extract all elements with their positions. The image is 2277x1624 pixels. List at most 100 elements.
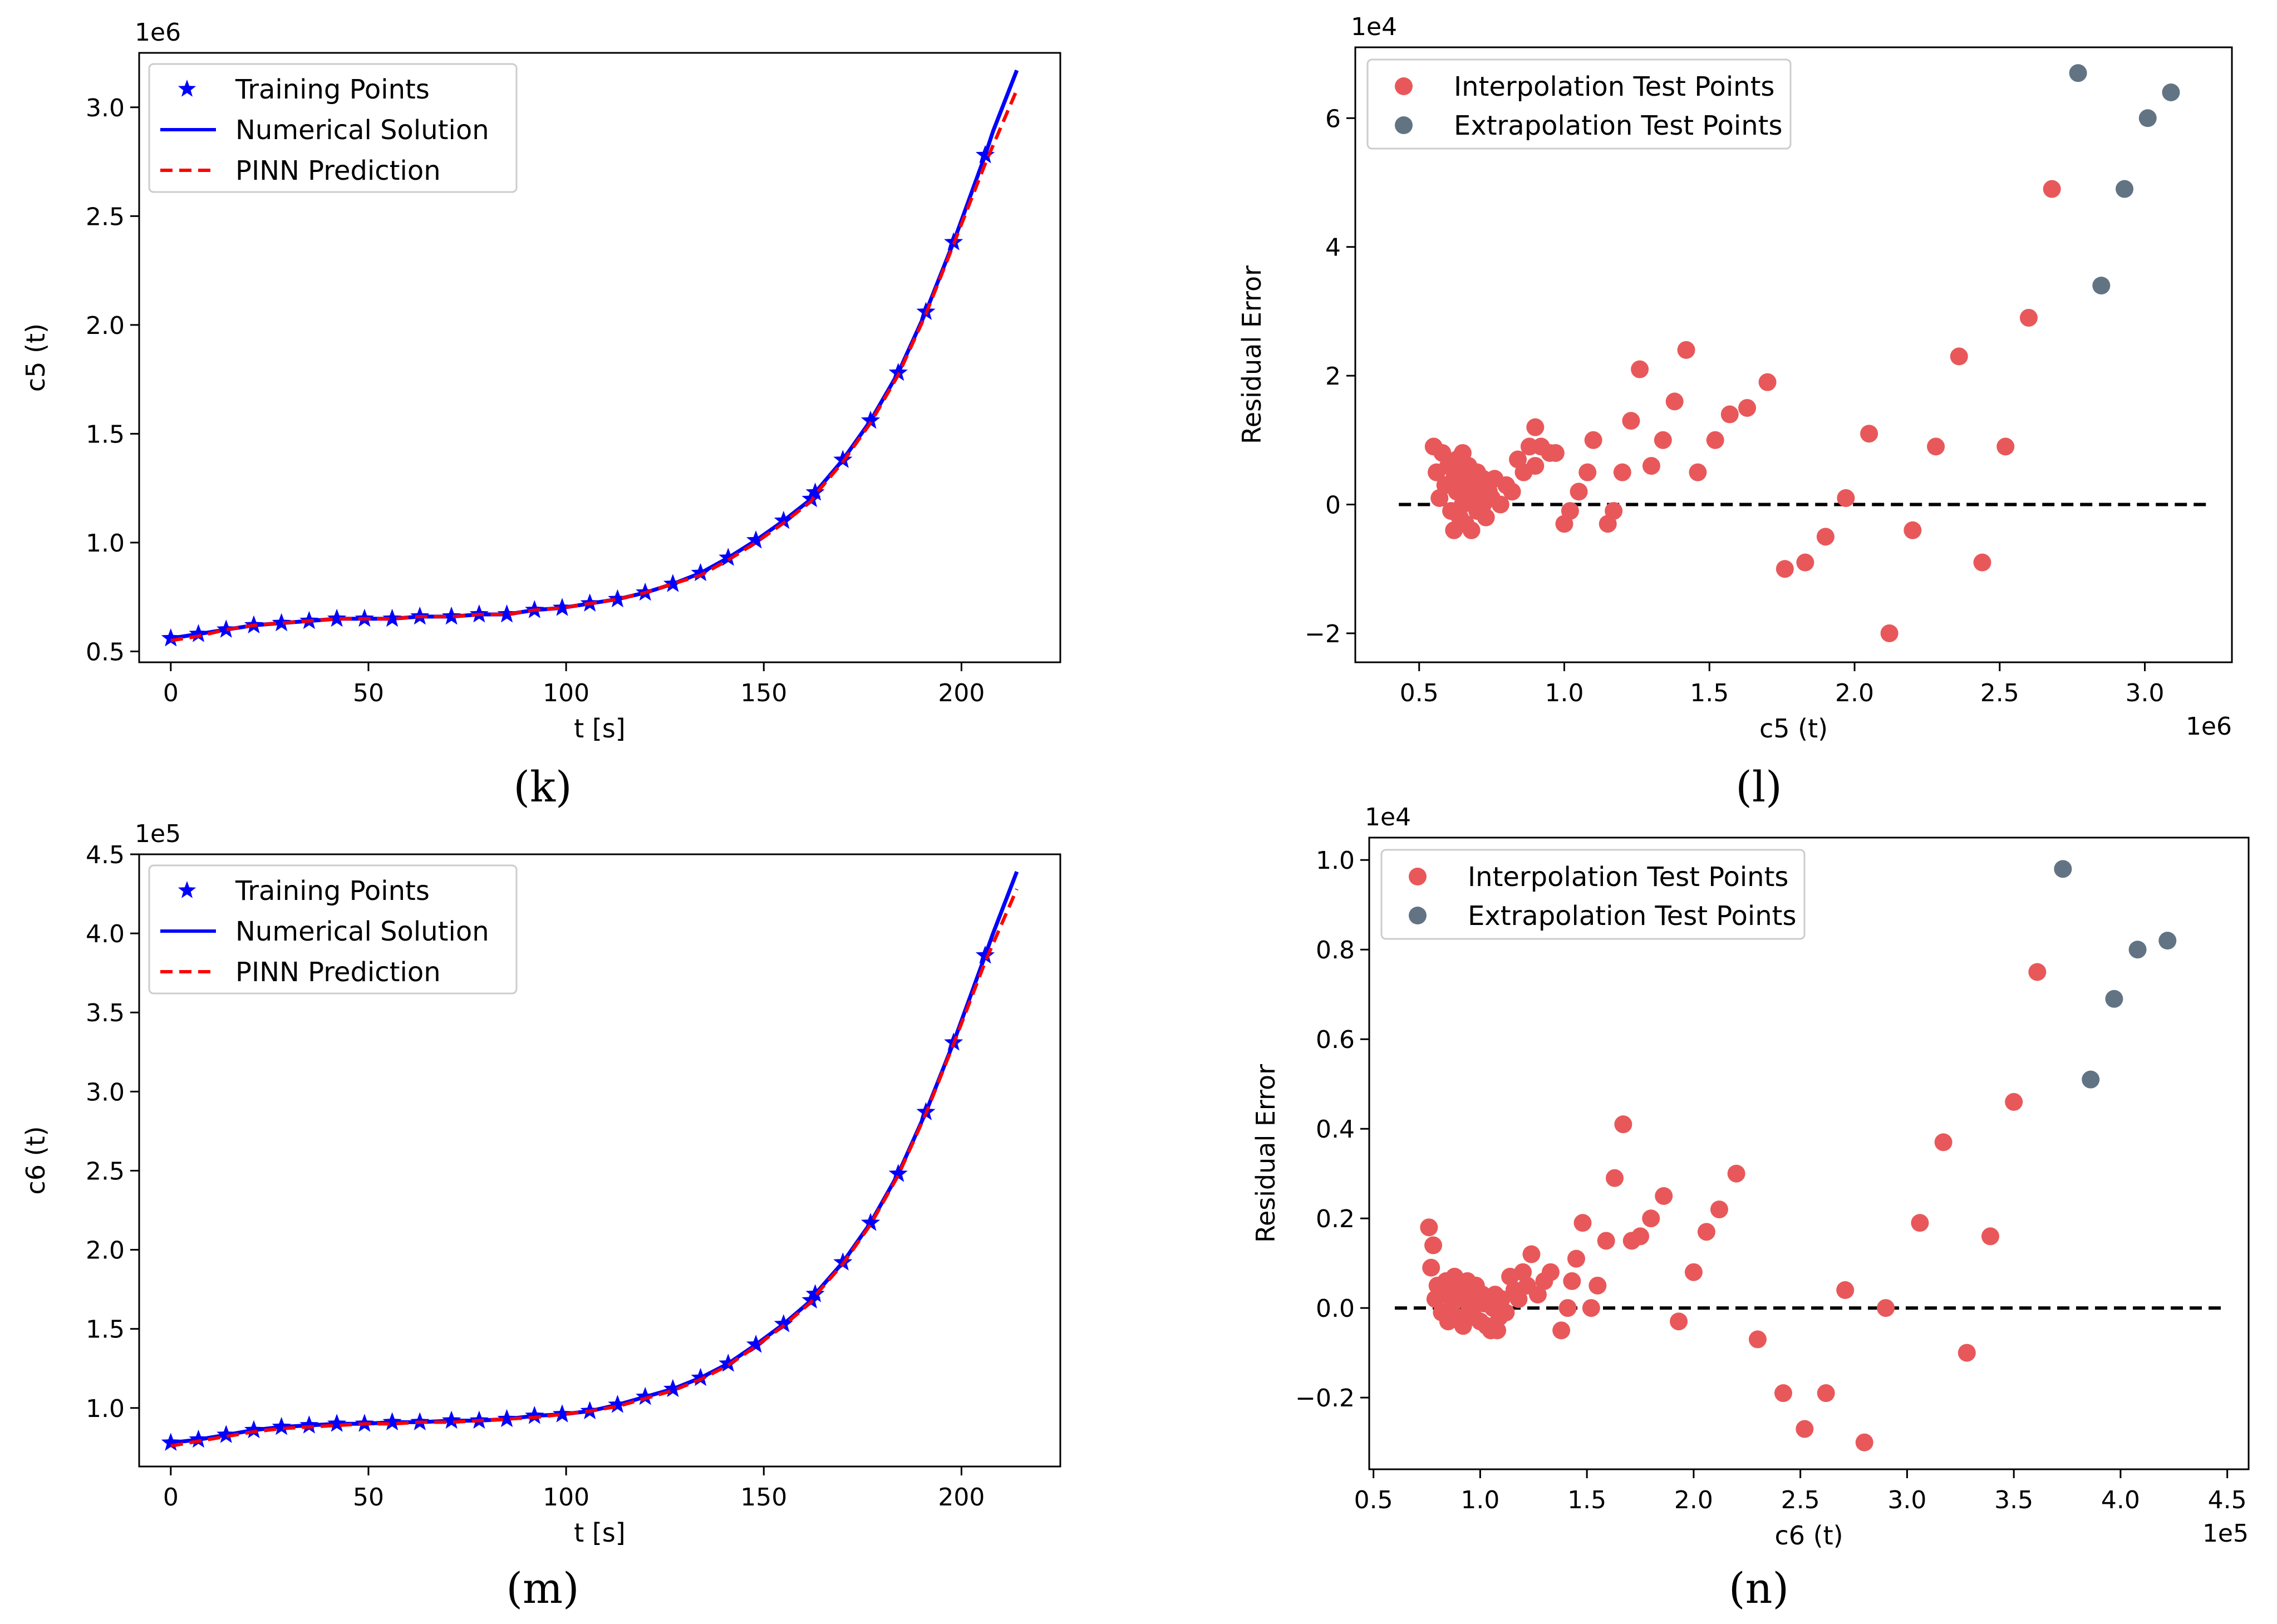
y-tick-label: 2.0 [86,312,125,340]
training-point [719,548,738,566]
interpolation-point [1958,1344,1976,1362]
interpolation-point [1880,624,1899,642]
y-tick-label: 6 [1325,105,1341,133]
training-point [189,624,208,642]
training-point [636,1386,655,1405]
legend: Interpolation Test Points Extrapolation T… [1380,849,1806,940]
legend-box [148,864,518,995]
legend-entry: PINN Prediction [235,155,441,186]
interpolation-point [2043,180,2061,198]
extrapolation-point [2162,83,2180,101]
training-point [497,604,517,623]
interpolation-point [1567,1249,1585,1268]
chart-panel-n: 0.5 1.0 1.5 2.0 2.5 3.0 3.5 4.0 4.5 −0.2 0.0 0.2 0.4… [1251,803,2250,1613]
x-tick-label: 2.5 [1781,1486,1820,1514]
legend-entry: PINN Prediction [235,957,441,988]
interpolation-point [1836,1281,1855,1300]
plot-area [1395,860,2223,1451]
x-tick-label: 200 [938,1483,985,1512]
interpolation-point [1817,1384,1835,1402]
training-point [975,145,995,164]
training-point [746,1335,766,1353]
y-axis-label: Residual Error [1237,265,1267,444]
x-axis-label: t [s] [574,713,626,744]
legend-dot-icon [1395,77,1413,95]
training-point [746,530,766,549]
interpolation-point [1563,1272,1581,1290]
training-point [833,450,853,468]
interpolation-point [1670,1312,1688,1331]
interpolation-point [1796,1420,1814,1438]
y-tick-label: 0.5 [86,638,125,666]
y-tick-label: 0 [1325,491,1341,520]
interpolation-point [1492,1290,1511,1308]
interpolation-point [1509,1290,1528,1308]
training-point [860,410,881,429]
training-point [497,1409,517,1428]
y-tick-label: 1.0 [86,1395,125,1423]
extrapolation-point [2082,1070,2100,1089]
training-point [161,628,180,647]
legend: Training Points Numerical Solution PINN Pr… [148,864,518,995]
training-point [663,574,682,592]
interpolation-point [2019,308,2038,327]
extrapolation-point [2138,109,2157,127]
x-tick-label: 1.5 [1567,1486,1606,1514]
y-offset-label: 1e4 [1351,13,1397,41]
interpolation-point [1631,1227,1650,1246]
y-tick-label: 1.0 [86,529,125,558]
interpolation-point [1642,457,1660,475]
training-point [217,619,236,638]
y-tick-label: 2.5 [86,1157,125,1185]
legend-box [148,63,518,193]
training-point [161,1433,180,1451]
extrapolation-point [2116,180,2134,198]
y-tick-label: 0.0 [1316,1295,1355,1323]
x-tick-label: 3.0 [2126,679,2165,707]
interpolation-point [1606,1169,1624,1187]
training-point [244,1420,264,1439]
x-tick-label: 1.5 [1690,679,1729,707]
x-tick-label: 2.0 [1835,679,1874,707]
interpolation-point [1727,1164,1745,1183]
interpolation-point [1497,1303,1515,1322]
x-tick-label: 2.0 [1674,1486,1713,1514]
interpolation-point [1911,1214,1929,1232]
plot-area [161,70,1019,647]
x-tick-label: 150 [740,1483,787,1512]
interpolation-point [1748,1330,1767,1349]
interpolation-point [1655,1187,1673,1205]
training-point [860,1213,881,1231]
training-point [691,563,710,582]
interpolation-point [1589,1276,1607,1295]
x-tick-label: 50 [353,1483,384,1512]
legend-dot-icon [1409,907,1427,924]
x-tick-label: 4.0 [2101,1486,2140,1514]
y-tick-label: 4.0 [86,920,125,948]
interpolation-point [2005,1092,2023,1111]
interpolation-point [1514,1263,1532,1281]
interpolation-point [1503,483,1521,501]
interpolation-point [1570,483,1588,501]
interpolation-point [1684,1263,1703,1281]
training-point [719,1354,738,1372]
training-point [442,1410,461,1429]
legend-star-icon [178,881,196,898]
interpolation-point [1578,463,1597,481]
interpolation-point [1462,521,1481,539]
interpolation-point [1665,392,1684,411]
interpolation-point [1614,1115,1632,1134]
training-point [382,608,402,627]
training-point [525,1406,544,1424]
training-point [299,1415,319,1434]
axes-frame [1368,836,2250,1470]
legend-box [1380,849,1806,940]
y-tick-label: 2.0 [86,1237,125,1265]
interpolation-point [1950,347,1968,366]
interpolation-point [1420,1218,1438,1237]
y-tick-label: 0.6 [1316,1026,1355,1054]
interpolation-point [1738,398,1757,417]
training-point [608,589,627,608]
interpolation-point [1477,508,1495,526]
